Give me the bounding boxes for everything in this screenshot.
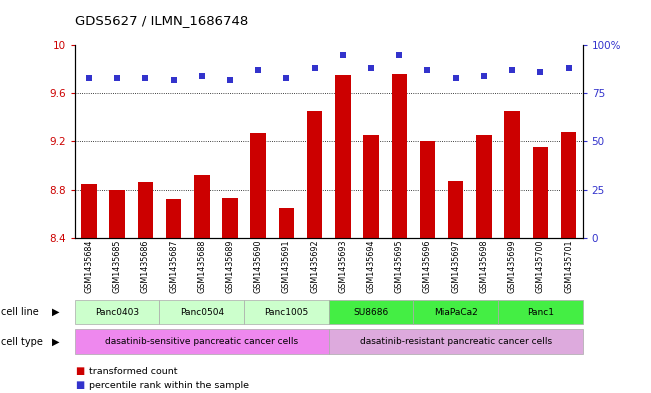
Point: [366, 65, 376, 72]
Bar: [335, 75, 351, 238]
Text: ■: ■: [75, 366, 84, 376]
Point: [422, 67, 433, 73]
Point: [140, 75, 150, 81]
Text: GDS5627 / ILMN_1686748: GDS5627 / ILMN_1686748: [75, 14, 248, 27]
Point: [84, 75, 94, 81]
Bar: [194, 175, 210, 238]
Point: [225, 77, 235, 83]
Bar: [533, 147, 548, 238]
Text: Panc1: Panc1: [527, 308, 554, 316]
Point: [563, 65, 574, 72]
Text: Panc0403: Panc0403: [95, 308, 139, 316]
Point: [535, 69, 546, 75]
Text: cell line: cell line: [1, 307, 38, 317]
Text: dasatinib-sensitive pancreatic cancer cells: dasatinib-sensitive pancreatic cancer ce…: [105, 337, 298, 346]
Text: ■: ■: [75, 380, 84, 390]
Point: [309, 65, 320, 72]
Point: [450, 75, 461, 81]
Point: [478, 73, 489, 79]
Text: Panc1005: Panc1005: [264, 308, 309, 316]
Text: MiaPaCa2: MiaPaCa2: [434, 308, 478, 316]
Bar: [137, 182, 153, 238]
Bar: [561, 132, 576, 238]
Bar: [222, 198, 238, 238]
Text: percentile rank within the sample: percentile rank within the sample: [89, 381, 249, 389]
Text: ▶: ▶: [52, 307, 60, 317]
Bar: [109, 189, 125, 238]
Text: Panc0504: Panc0504: [180, 308, 224, 316]
Text: cell type: cell type: [1, 336, 42, 347]
Point: [169, 77, 179, 83]
Bar: [251, 133, 266, 238]
Bar: [363, 136, 379, 238]
Point: [253, 67, 264, 73]
Bar: [307, 111, 322, 238]
Text: SU8686: SU8686: [353, 308, 389, 316]
Bar: [81, 184, 97, 238]
Text: ▶: ▶: [52, 336, 60, 347]
Bar: [420, 141, 436, 238]
Text: transformed count: transformed count: [89, 367, 178, 376]
Bar: [448, 181, 464, 238]
Point: [197, 73, 207, 79]
Bar: [166, 199, 182, 238]
Text: dasatinib-resistant pancreatic cancer cells: dasatinib-resistant pancreatic cancer ce…: [359, 337, 552, 346]
Bar: [391, 74, 407, 238]
Point: [112, 75, 122, 81]
Bar: [279, 208, 294, 238]
Bar: [505, 111, 520, 238]
Point: [338, 51, 348, 58]
Point: [507, 67, 518, 73]
Point: [394, 51, 404, 58]
Point: [281, 75, 292, 81]
Bar: [476, 136, 492, 238]
